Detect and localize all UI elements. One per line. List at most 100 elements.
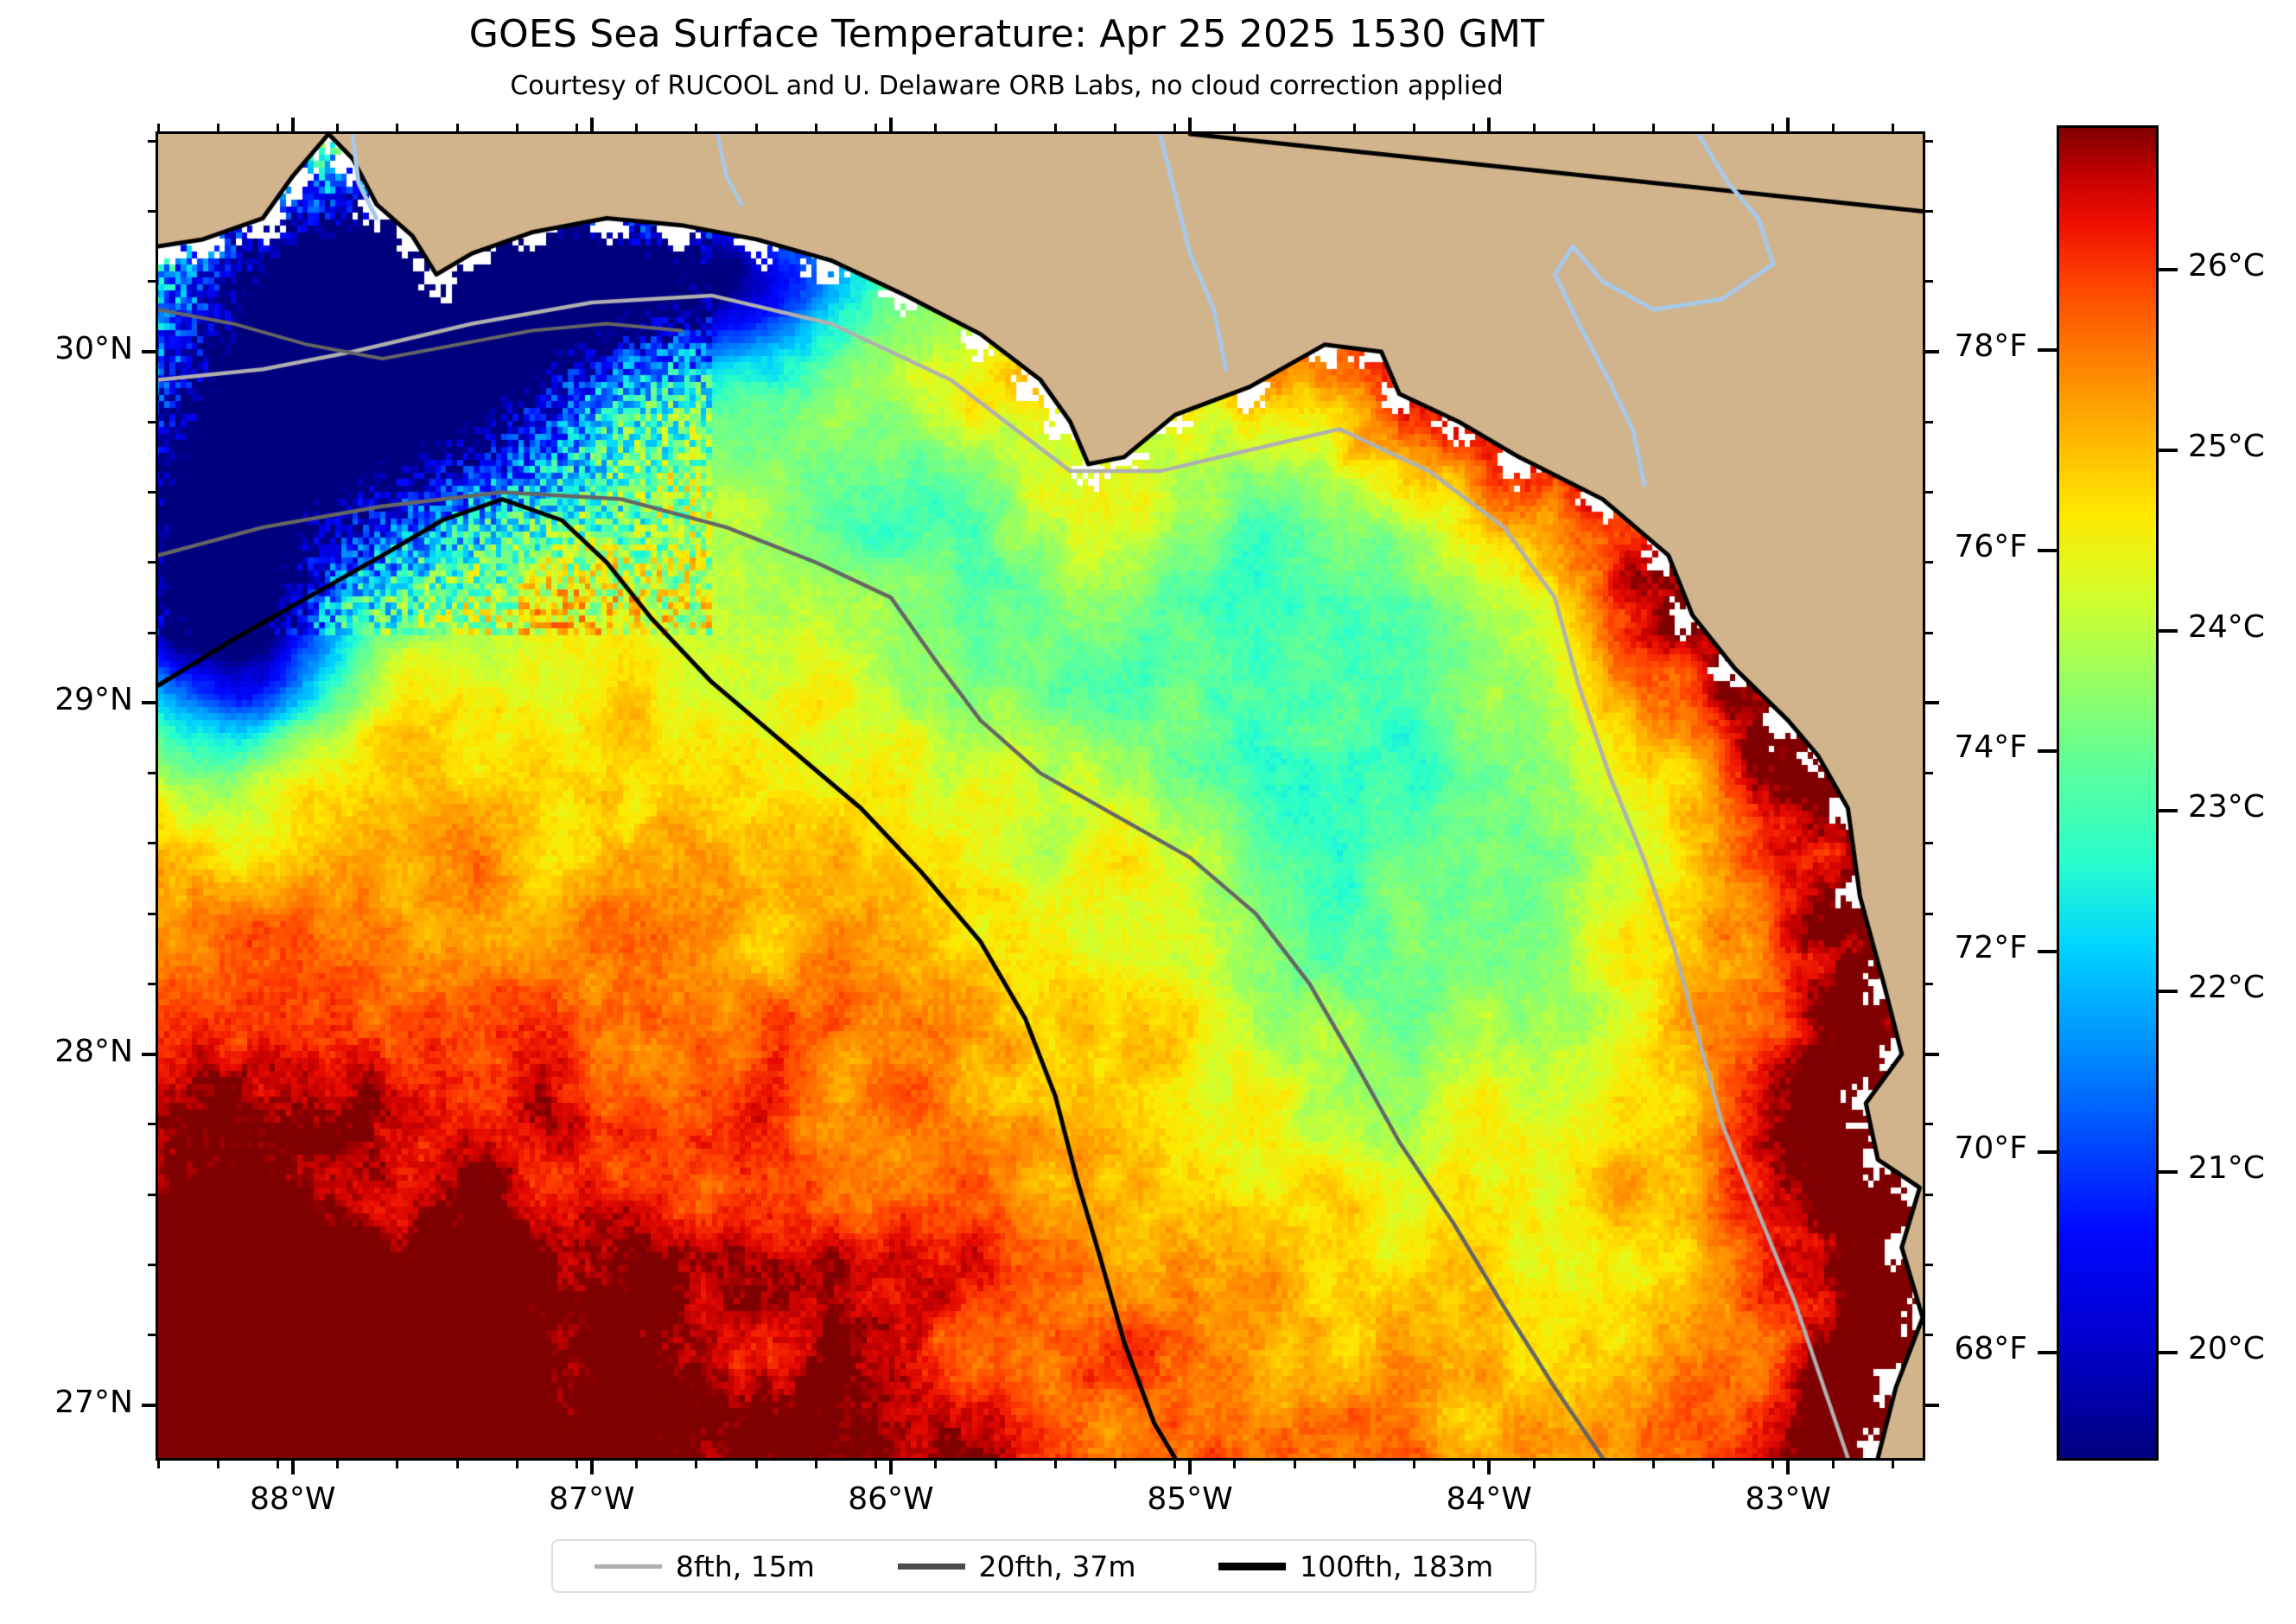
- x-tick-minor-top: [1891, 124, 1894, 131]
- sst-map[interactable]: [156, 131, 1925, 1461]
- legend-swatch-100fth: [1218, 1562, 1287, 1570]
- x-tick-minor: [576, 1461, 579, 1468]
- y-tick-minor-right: [1925, 280, 1933, 283]
- x-tick-minor: [695, 1461, 698, 1468]
- x-tick-major-top: [1786, 118, 1790, 131]
- x-axis-label: 85°W: [1147, 1481, 1233, 1517]
- y-tick-minor-right: [1925, 1263, 1933, 1266]
- y-tick-minor: [148, 631, 156, 634]
- x-tick-minor-top: [1413, 124, 1416, 131]
- y-tick-minor-right: [1925, 772, 1933, 775]
- colorbar[interactable]: [2057, 125, 2159, 1461]
- x-tick-minor: [1233, 1461, 1237, 1468]
- colorbar-tick-fahrenheit: [2038, 548, 2057, 552]
- x-tick-minor-top: [695, 124, 698, 131]
- x-axis-label: 84°W: [1446, 1481, 1532, 1517]
- y-tick-major-right: [1925, 1404, 1939, 1408]
- x-tick-major: [1487, 1461, 1491, 1474]
- y-tick-minor: [148, 561, 156, 564]
- legend-item-1[interactable]: 20fth, 37m: [897, 1549, 1136, 1583]
- x-tick-minor: [276, 1461, 279, 1468]
- legend-label-20fth: 20fth, 37m: [978, 1549, 1136, 1583]
- legend-swatch-8fth: [594, 1563, 662, 1569]
- colorbar-label-celsius: 25°C: [2188, 428, 2265, 464]
- x-tick-minor-top: [1472, 124, 1476, 131]
- y-tick-minor: [148, 1263, 156, 1266]
- x-tick-major-top: [589, 118, 594, 131]
- x-tick-minor: [1712, 1461, 1715, 1468]
- y-tick-minor-right: [1925, 912, 1933, 915]
- x-tick-minor: [1891, 1461, 1894, 1468]
- x-tick-minor: [994, 1461, 997, 1468]
- y-tick-minor-right: [1925, 982, 1933, 985]
- x-tick-major-top: [1487, 118, 1491, 131]
- colorbar-label-fahrenheit: 74°F: [1954, 729, 2027, 765]
- y-tick-minor-right: [1925, 420, 1933, 424]
- x-tick-minor-top: [1233, 124, 1237, 131]
- x-tick-minor-top: [1712, 124, 1715, 131]
- y-tick-major-right: [1925, 349, 1939, 353]
- colorbar-gradient: [2057, 125, 2159, 1461]
- x-tick-major-top: [888, 118, 893, 131]
- y-tick-major-right: [1925, 1052, 1939, 1056]
- x-tick-minor: [396, 1461, 399, 1468]
- x-tick-minor: [635, 1461, 639, 1468]
- colorbar-label-celsius: 26°C: [2188, 248, 2265, 284]
- x-tick-major-top: [1188, 118, 1193, 131]
- y-tick-minor: [148, 1123, 156, 1126]
- x-tick-minor: [336, 1461, 340, 1468]
- x-tick-major: [1188, 1461, 1193, 1474]
- bathymetry-legend[interactable]: 8fth, 15m 20fth, 37m 100fth, 183m: [551, 1539, 1536, 1593]
- colorbar-tick-fahrenheit: [2038, 949, 2057, 953]
- x-tick-minor: [1293, 1461, 1296, 1468]
- y-tick-minor: [148, 490, 156, 494]
- y-tick-minor-right: [1925, 209, 1933, 213]
- y-axis-label: 27°N: [54, 1385, 133, 1421]
- colorbar-tick-fahrenheit: [2038, 748, 2057, 753]
- x-tick-minor-top: [1114, 124, 1117, 131]
- y-tick-minor: [148, 982, 156, 985]
- x-tick-minor: [1053, 1461, 1057, 1468]
- x-tick-minor-top: [875, 124, 878, 131]
- colorbar-tick-celsius: [2159, 990, 2178, 994]
- y-tick-major: [142, 1404, 156, 1408]
- x-tick-major: [589, 1461, 594, 1474]
- x-tick-minor: [1114, 1461, 1117, 1468]
- x-tick-minor-top: [1831, 124, 1835, 131]
- colorbar-tick-celsius: [2159, 448, 2178, 452]
- x-tick-minor-top: [635, 124, 639, 131]
- colorbar-label-fahrenheit: 68°F: [1954, 1330, 2027, 1366]
- x-tick-minor-top: [1532, 124, 1536, 131]
- x-tick-minor-top: [994, 124, 997, 131]
- x-axis-label: 87°W: [549, 1481, 635, 1517]
- y-tick-minor-right: [1925, 561, 1933, 564]
- x-tick-minor: [754, 1461, 758, 1468]
- colorbar-label-celsius: 23°C: [2188, 789, 2265, 825]
- y-tick-minor: [148, 280, 156, 283]
- x-axis-label: 86°W: [848, 1481, 934, 1517]
- x-tick-minor: [1771, 1461, 1775, 1468]
- x-tick-minor: [1173, 1461, 1177, 1468]
- y-axis-label: 28°N: [54, 1033, 133, 1069]
- x-tick-minor-top: [1293, 124, 1296, 131]
- colorbar-tick-fahrenheit: [2038, 1150, 2057, 1154]
- y-tick-minor: [148, 1334, 156, 1337]
- legend-label-100fth: 100fth, 183m: [1300, 1549, 1494, 1583]
- x-tick-minor: [1532, 1461, 1536, 1468]
- legend-item-0[interactable]: 8fth, 15m: [594, 1550, 815, 1583]
- x-tick-minor: [1472, 1461, 1476, 1468]
- y-axis-label: 29°N: [54, 682, 133, 718]
- y-axis-label: 30°N: [54, 330, 133, 366]
- legend-item-2[interactable]: 100fth, 183m: [1218, 1550, 1493, 1583]
- y-tick-minor-right: [1925, 631, 1933, 634]
- x-axis-label: 83°W: [1745, 1481, 1831, 1517]
- y-tick-minor-right: [1925, 139, 1933, 143]
- x-tick-minor: [814, 1461, 817, 1468]
- y-tick-minor-right: [1925, 842, 1933, 845]
- y-tick-minor-right: [1925, 1193, 1933, 1196]
- colorbar-label-fahrenheit: 76°F: [1954, 528, 2027, 564]
- x-tick-minor-top: [814, 124, 817, 131]
- colorbar-tick-celsius: [2159, 268, 2178, 272]
- y-tick-minor: [148, 1193, 156, 1196]
- x-tick-minor: [875, 1461, 878, 1468]
